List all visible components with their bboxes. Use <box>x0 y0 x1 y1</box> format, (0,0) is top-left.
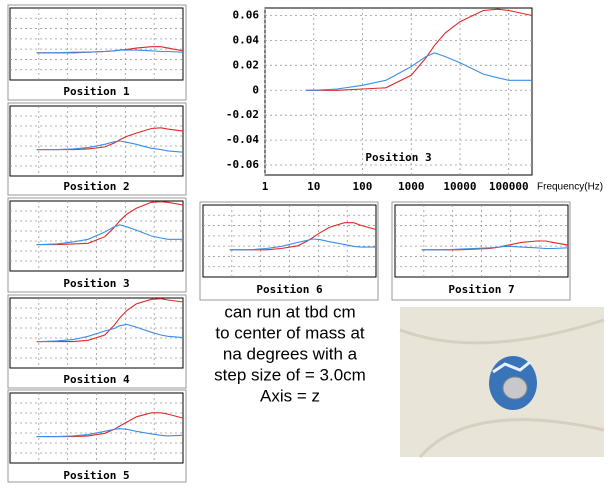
series-line <box>306 52 532 91</box>
chart-title: Position 2 <box>63 180 129 193</box>
plot-area <box>264 7 533 176</box>
y-tick-label: 0.02 <box>233 58 260 71</box>
photo-can-top <box>502 376 528 400</box>
x-tick-label: 100 <box>353 180 373 193</box>
chart-title: Position 6 <box>256 283 323 296</box>
series-line <box>36 428 184 438</box>
chart-title: Position 3 <box>365 151 431 164</box>
x-axis-label: Frequency(Hz) <box>537 182 603 193</box>
note-line: can run at tbd cm <box>224 302 355 321</box>
note-line: Axis = z <box>260 386 320 405</box>
chart-title: Position 3 <box>63 277 129 290</box>
series-line <box>36 49 184 54</box>
y-tick-label: -0.04 <box>226 133 259 146</box>
note-line: to center of mass at <box>215 323 365 342</box>
y-tick-label: 0.06 <box>233 8 260 21</box>
x-tick-label: 1000 <box>398 180 425 193</box>
note-line: na degrees with a <box>223 344 358 363</box>
y-tick-label: 0 <box>252 83 259 96</box>
series-line <box>36 298 184 343</box>
series-line <box>306 8 533 91</box>
y-tick-label: -0.02 <box>226 108 259 121</box>
chart: Position 4 <box>7 294 187 389</box>
chart-title: Position 4 <box>63 373 130 386</box>
note: can run at tbd cm to center of mass at na … <box>214 302 366 405</box>
chart: Position 7 <box>391 201 571 301</box>
series-line <box>36 323 184 343</box>
chart-title: Position 5 <box>63 469 129 482</box>
x-tick-label: 100000 <box>489 180 529 193</box>
series-line <box>36 201 184 246</box>
chart-title: Position 7 <box>448 283 514 296</box>
x-tick-label: 1 <box>262 180 269 193</box>
y-tick-label: 0.04 <box>233 33 260 46</box>
series-line <box>421 245 569 251</box>
chart: -0.06 -0.04 -0.02 0 0.02 0.04 0.06 1 10 100 1000 10… <box>226 7 603 193</box>
photo <box>399 307 605 458</box>
chart-title: Position 1 <box>63 85 130 98</box>
chart: Position 3 <box>7 197 187 293</box>
note-line: step size of = 3.0cm <box>214 365 366 384</box>
photo-can-crumple <box>492 360 531 374</box>
chart: Position 5 <box>7 389 187 483</box>
series-line <box>229 238 376 251</box>
y-tick-label: -0.06 <box>226 158 259 171</box>
chart: Position 2 <box>7 102 187 196</box>
series-line <box>36 140 184 153</box>
chart: Position 1 <box>7 4 187 101</box>
series-line <box>36 224 183 246</box>
chart: Position 6 <box>199 201 379 301</box>
x-tick-label: 10000 <box>443 180 476 193</box>
x-tick-label: 10 <box>307 180 320 193</box>
photo-fold <box>399 318 605 458</box>
